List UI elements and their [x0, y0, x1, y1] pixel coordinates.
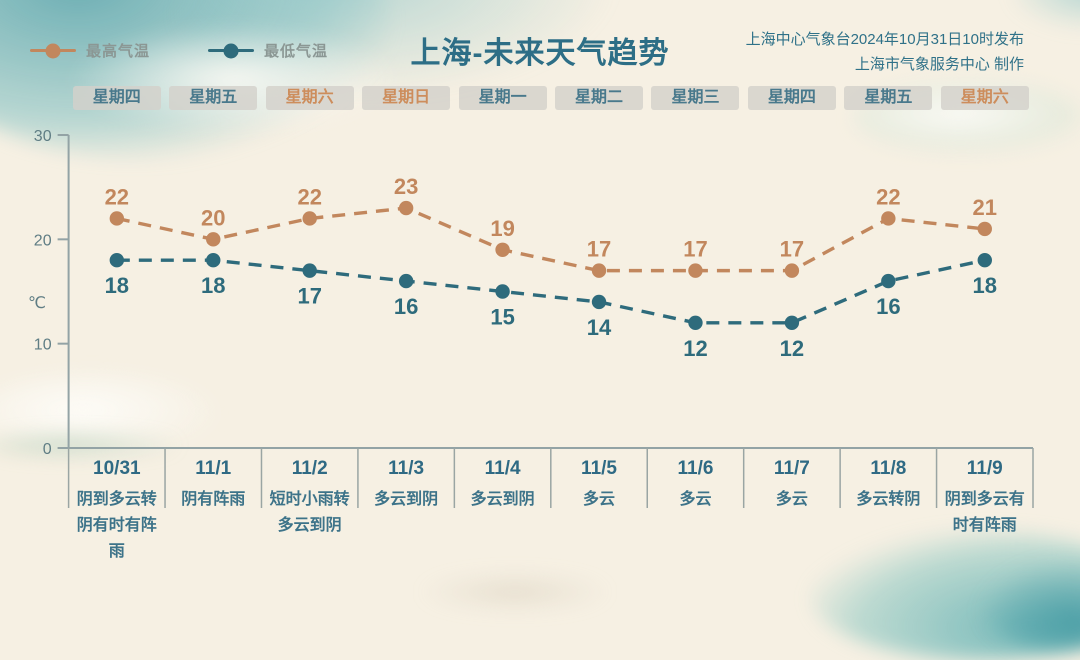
max-temp-point [109, 211, 125, 226]
min-temp-line [116, 258, 986, 325]
y-tick-label: 20 [34, 232, 52, 249]
forecast-cell-2: 11/2 短时小雨转多云到阴 [262, 458, 358, 539]
forecast-date: 11/3 [388, 458, 425, 479]
max-temp-value: 17 [683, 237, 707, 262]
min-temp-value: 18 [105, 273, 129, 298]
y-axis-unit-label: ℃ [28, 295, 46, 312]
forecast-date: 11/4 [484, 458, 521, 479]
forecast-cell-6: 11/6 多云 [647, 458, 743, 513]
forecast-weather-line: 多云 [775, 491, 808, 508]
forecast-date: 11/5 [581, 458, 617, 479]
forecast-cell-0: 10/31 阴到多云转阴有时有阵雨 [69, 458, 165, 565]
forecast-date: 11/9 [966, 458, 1003, 479]
y-tick-label: 30 [34, 128, 52, 145]
min-temp-value: 12 [683, 336, 707, 361]
forecast-weather-line: 雨 [108, 543, 125, 560]
forecast-date: 10/31 [93, 458, 141, 479]
min-temp-point [784, 315, 800, 330]
max-temp-value: 22 [297, 184, 321, 209]
max-temp-value: 23 [394, 174, 418, 199]
max-temp-point [591, 263, 607, 278]
forecast-weather-line: 阴到多云有 [944, 491, 1025, 508]
weekday-header-2: 星期六 [265, 86, 354, 110]
forecast-weather-line: 多云到阴 [277, 517, 342, 534]
forecast-date: 11/8 [870, 458, 907, 479]
min-temp-value: 15 [490, 305, 514, 330]
max-temp-value: 21 [973, 195, 997, 220]
max-temp-point [302, 211, 317, 226]
max-temp-value: 20 [201, 205, 225, 230]
issued-line: 上海中心气象台2024年10月31日10时发布 [745, 31, 1024, 48]
max-temp-point [881, 211, 896, 226]
min-temp-point [206, 253, 221, 268]
max-temp-value: 17 [587, 237, 611, 262]
max-temp-point [688, 263, 703, 278]
forecast-date: 11/6 [677, 458, 714, 479]
forecast-date: 11/2 [291, 458, 328, 479]
forecast-weather-line: 时有阵雨 [952, 517, 1017, 534]
min-temp-value: 12 [780, 336, 804, 361]
forecast-weather-line: 阴到多云转 [76, 491, 157, 508]
min-temp-value: 16 [876, 294, 900, 319]
min-temp-point [302, 263, 317, 278]
min-temp-value: 14 [587, 315, 612, 340]
weekday-header-0: 星期四 [72, 86, 161, 110]
forecast-weather-line: 多云转阴 [856, 491, 921, 508]
min-temp-value: 18 [973, 273, 997, 298]
min-temp-point [881, 273, 896, 289]
min-temp-value: 17 [297, 284, 321, 309]
weekday-header-1: 星期五 [169, 86, 258, 110]
forecast-cell-9: 11/9 阴到多云有时有阵雨 [937, 458, 1033, 539]
forecast-weather-line: 短时小雨转 [269, 491, 350, 508]
min-temp-point [688, 315, 703, 330]
weekday-header-9: 星期六 [940, 86, 1029, 110]
min-temp-value: 18 [201, 273, 225, 298]
max-temp-value: 22 [876, 184, 900, 209]
max-temp-point [977, 221, 992, 237]
forecast-weather-line: 多云到阴 [470, 491, 535, 508]
forecast-cell-1: 11/1 阴有阵雨 [165, 458, 261, 513]
forecast-date: 11/7 [773, 458, 810, 479]
max-temp-point [398, 200, 414, 216]
min-temp-value: 16 [394, 294, 418, 319]
max-temp-point [784, 263, 800, 278]
forecast-weather-line: 阴有时有阵 [76, 517, 157, 534]
max-temp-value: 17 [780, 237, 804, 262]
temperature-chart: 0 10 20 30 ℃ 22 20 22 23 19 17 17 17 22 21 18 18 17 16 15 14… [28, 128, 1034, 508]
min-temp-point [977, 253, 992, 268]
publisher-info: 上海中心气象台2024年10月31日10时发布 上海市气象服务中心 制作 [746, 28, 1024, 78]
weekday-header-4: 星期一 [458, 86, 547, 110]
forecast-cell-7: 11/7 多云 [744, 458, 840, 513]
max-temp-line [116, 206, 985, 273]
forecast-cell-4: 11/4 多云到阴 [455, 458, 551, 513]
max-temp-point [495, 242, 510, 257]
forecast-weather-line: 多云 [583, 491, 616, 508]
forecast-weather-line: 阴有阵雨 [181, 491, 246, 508]
forecast-weather-line: 多云 [679, 491, 712, 508]
min-temp-point [591, 294, 607, 310]
max-temp-point [206, 232, 221, 247]
weekday-header-8: 星期五 [844, 86, 933, 110]
weekday-header-6: 星期三 [651, 86, 740, 110]
producer-line: 上海市气象服务中心 制作 [854, 55, 1024, 73]
min-temp-point [398, 273, 414, 289]
forecast-cell-3: 11/3 多云到阴 [358, 458, 454, 513]
weekday-header-3: 星期日 [362, 86, 451, 110]
min-temp-point [495, 284, 510, 299]
weekday-header-5: 星期二 [555, 86, 644, 110]
y-tick-label: 10 [34, 337, 52, 354]
forecast-weather-line: 多云到阴 [374, 491, 439, 508]
forecast-cell-8: 11/8 多云转阴 [840, 458, 936, 513]
min-temp-point [109, 253, 125, 268]
forecast-cell-5: 11/5 多云 [551, 458, 647, 513]
max-temp-value: 22 [105, 184, 129, 209]
max-temp-value: 19 [490, 216, 514, 241]
y-tick-label: 0 [43, 441, 52, 458]
weekday-header-7: 星期四 [747, 86, 836, 110]
forecast-date: 11/1 [195, 458, 232, 479]
